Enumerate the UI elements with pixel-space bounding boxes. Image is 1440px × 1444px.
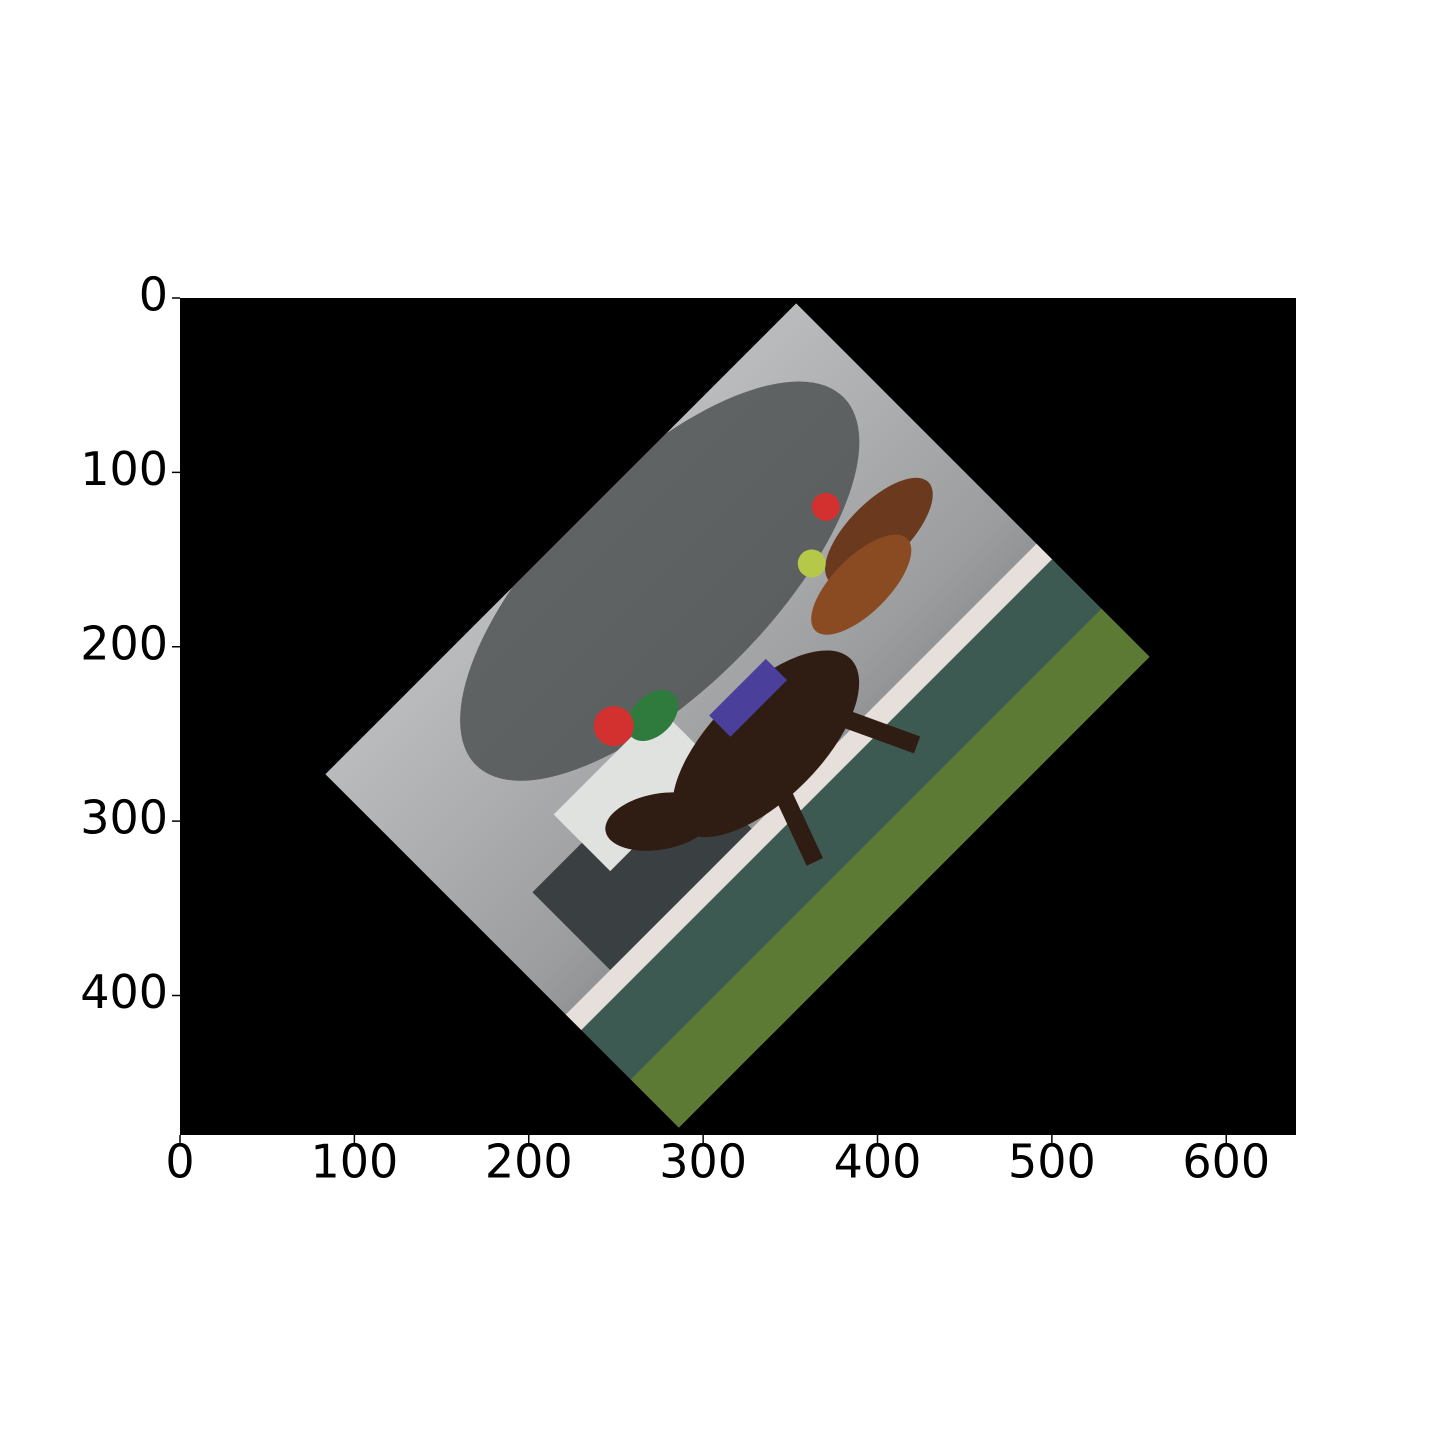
y-tick-label: 0: [139, 268, 168, 322]
y-tick-label: 400: [80, 965, 168, 1019]
y-tick-label: 200: [80, 616, 168, 670]
x-tick-label: 100: [310, 1135, 398, 1189]
y-tick-label: 300: [80, 791, 168, 845]
x-tick-label: 400: [834, 1135, 922, 1189]
x-tick-label: 500: [1008, 1135, 1096, 1189]
photo: [325, 303, 1150, 1128]
x-tick-label: 300: [659, 1135, 747, 1189]
x-tick-label: 600: [1182, 1135, 1270, 1189]
y-tick-label: 100: [80, 442, 168, 496]
x-tick-label: 200: [485, 1135, 573, 1189]
x-tick-label: 0: [165, 1135, 194, 1189]
